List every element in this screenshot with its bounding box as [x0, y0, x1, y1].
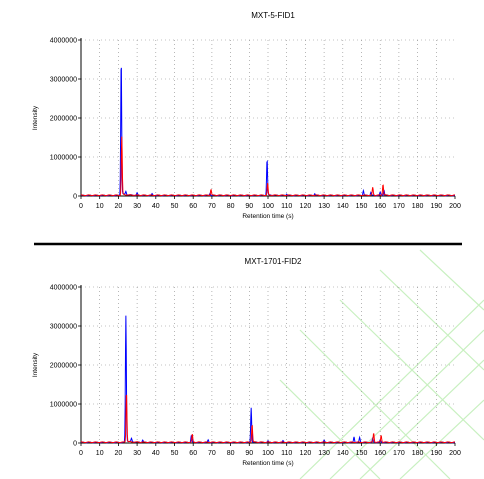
y-tick-label: 1000000: [50, 402, 77, 409]
watermark-stroke: [359, 359, 484, 479]
y-axis-label: Intensity: [32, 105, 39, 130]
x-tick-label: 140: [337, 203, 349, 210]
x-tick-label: 40: [152, 450, 160, 457]
watermark-stroke: [279, 379, 381, 479]
x-tick-label: 0: [79, 450, 83, 457]
y-tick-label: 0: [73, 194, 77, 201]
x-tick-label: 0: [79, 203, 83, 210]
x-tick-label: 120: [300, 450, 312, 457]
watermark-stroke: [299, 299, 484, 479]
x-tick-label: 180: [412, 203, 424, 210]
watermark-stroke: [419, 249, 484, 311]
x-tick-label: 200: [449, 450, 461, 457]
y-tick-label: 2000000: [50, 363, 77, 370]
x-tick-label: 150: [356, 450, 368, 457]
x-tick-label: 100: [262, 450, 274, 457]
watermark-stroke: [379, 269, 484, 371]
x-tick-label: 10: [96, 203, 104, 210]
x-tick-label: 70: [208, 203, 216, 210]
x-tick-label: 50: [171, 450, 179, 457]
x-tick-label: 160: [374, 450, 386, 457]
y-tick-label: 2000000: [50, 116, 77, 123]
x-tick-label: 150: [356, 203, 368, 210]
watermark-stroke: [329, 329, 484, 479]
x-tick-label: 60: [189, 203, 197, 210]
y-tick-label: 1000000: [50, 155, 77, 162]
chart-panel-mxt-1701: MXT-1701-FID2 0 10 20 30 40 50 60 70 80 90 100 110 12…: [32, 257, 461, 467]
x-tick-label: 110: [281, 203, 292, 210]
x-tick-label: 10: [96, 450, 104, 457]
x-tick-label: 20: [115, 450, 123, 457]
x-tick-label: 30: [133, 450, 141, 457]
x-tick-label: 130: [318, 203, 330, 210]
x-tick-label: 30: [133, 203, 141, 210]
x-tick-label: 110: [281, 450, 292, 457]
y-axis-label: Intensity: [32, 352, 39, 377]
x-tick-label: 140: [337, 450, 349, 457]
watermark-stroke: [399, 399, 484, 479]
x-tick-label: 160: [374, 203, 386, 210]
x-axis-label: Retention time (s): [242, 460, 293, 467]
x-tick-label: 20: [115, 203, 123, 210]
watermark: [279, 249, 484, 479]
y-tick-label: 3000000: [50, 324, 77, 331]
x-tick-label: 90: [245, 203, 253, 210]
x-tick-label: 50: [171, 203, 179, 210]
series-line-red: [80, 136, 455, 197]
x-tick-label: 120: [300, 203, 312, 210]
series-line-red: [80, 394, 455, 444]
watermark-stroke: [339, 299, 484, 441]
x-tick-label: 40: [152, 203, 160, 210]
x-tick-label: 80: [227, 450, 235, 457]
x-tick-label: 170: [393, 203, 405, 210]
chart-title: MXT-5-FID1: [251, 11, 295, 20]
y-tick-label: 0: [73, 441, 77, 448]
chart-title: MXT-1701-FID2: [245, 257, 302, 266]
x-tick-label: 200: [449, 203, 461, 210]
x-tick-label: 90: [245, 450, 253, 457]
x-axis-label: Retention time (s): [242, 213, 293, 220]
x-tick-label: 70: [208, 450, 216, 457]
y-tick-label: 4000000: [50, 38, 77, 45]
chart-panel-mxt-5: MXT-5-FID1 0 10 20 30 40 50 60 70 80 90 100 110 120 13…: [32, 11, 461, 220]
x-tick-label: 180: [412, 450, 424, 457]
x-tick-label: 60: [189, 450, 197, 457]
x-tick-label: 100: [262, 203, 274, 210]
x-tick-label: 170: [393, 450, 405, 457]
y-tick-label: 3000000: [50, 77, 77, 84]
x-tick-label: 190: [430, 203, 442, 210]
x-tick-label: 80: [227, 203, 235, 210]
x-tick-label: 130: [318, 450, 330, 457]
y-tick-label: 4000000: [50, 285, 77, 292]
watermark-stroke: [299, 329, 451, 479]
x-tick-label: 190: [430, 450, 442, 457]
